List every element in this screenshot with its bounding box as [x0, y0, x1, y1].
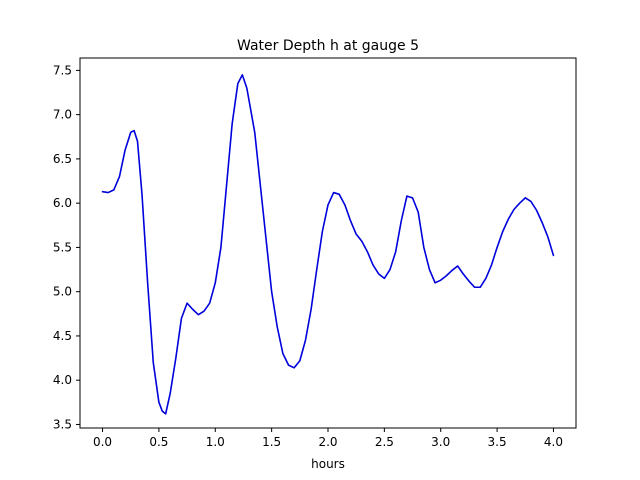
y-tick-label: 7.0: [53, 108, 72, 122]
y-tick-label: 7.5: [53, 63, 72, 77]
x-tick-label: 1.5: [262, 435, 281, 449]
x-tick-label: 1.0: [206, 435, 225, 449]
x-tick-label: 2.5: [375, 435, 394, 449]
x-tick-label: 0.0: [93, 435, 112, 449]
y-tick-label: 4.0: [53, 373, 72, 387]
plot-area: [101, 74, 555, 415]
y-tick-label: 6.5: [53, 152, 72, 166]
y-tick-label: 6.0: [53, 196, 72, 210]
x-tick-label: 2.0: [318, 435, 337, 449]
x-tick-label: 4.0: [544, 435, 563, 449]
chart-title: Water Depth h at gauge 5: [237, 38, 419, 54]
y-tick-label: 5.5: [53, 240, 72, 254]
x-axis: 0.0 0.5 1.0 1.5 2.0 2.5 3.0 3.5 4.0: [93, 428, 563, 449]
y-axis: 3.5 4.0 4.5 5.0 5.5 6.0 6.5 7.0 7.5: [53, 63, 80, 431]
x-tick-label: 0.5: [149, 435, 168, 449]
y-tick-label: 5.0: [53, 285, 72, 299]
y-tick-label: 3.5: [53, 417, 72, 431]
y-tick-label: 4.5: [53, 329, 72, 343]
series-line-0: [101, 74, 555, 415]
x-tick-label: 3.0: [431, 435, 450, 449]
x-axis-label: hours: [311, 457, 345, 471]
x-tick-label: 3.5: [488, 435, 507, 449]
